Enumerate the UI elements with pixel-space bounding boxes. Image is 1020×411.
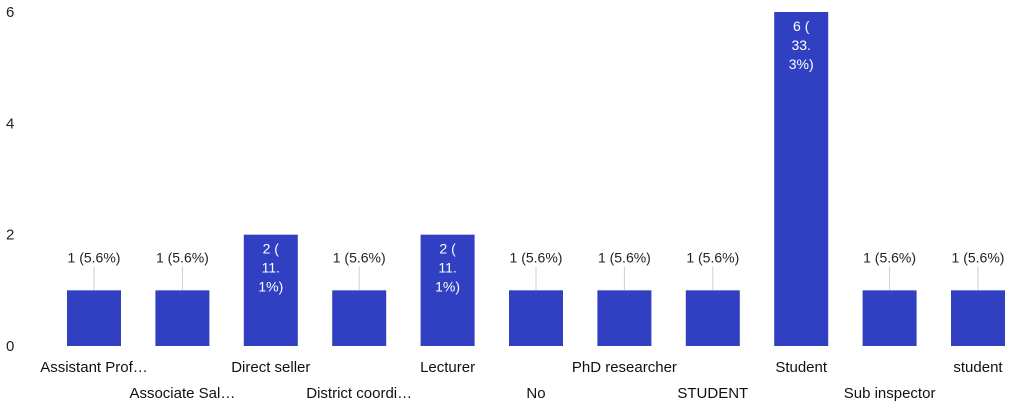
x-category-label: STUDENT <box>677 385 748 402</box>
data-label: 1 (5.6%) <box>952 249 1005 265</box>
data-label: 1 (5.6%) <box>156 249 209 265</box>
data-label: 1 (5.6%) <box>68 249 121 265</box>
x-category-label: student <box>953 359 1003 376</box>
y-tick-label: 6 <box>6 4 14 21</box>
x-category-label: PhD researcher <box>572 359 677 376</box>
bar <box>420 234 475 346</box>
data-label: 6 ( <box>793 18 810 34</box>
data-label: 33. <box>791 37 810 53</box>
data-label: 11. <box>262 260 280 276</box>
data-label: 1 (5.6%) <box>686 249 739 265</box>
bar <box>243 234 298 346</box>
y-tick-label: 2 <box>6 227 14 244</box>
x-category-label: Direct seller <box>231 359 310 376</box>
data-label: 1%) <box>435 279 460 295</box>
data-label: 1%) <box>258 279 283 295</box>
x-category-label: Assistant Prof… <box>40 359 148 376</box>
data-label: 1 (5.6%) <box>510 249 563 265</box>
bar <box>951 290 1005 346</box>
bar <box>685 290 740 346</box>
x-category-label: District coordi… <box>306 385 412 402</box>
data-label: 3%) <box>789 56 814 72</box>
bar <box>862 290 917 346</box>
bar <box>155 290 210 346</box>
bar <box>67 290 121 346</box>
data-label: 2 ( <box>439 241 456 257</box>
x-category-label: Sub inspector <box>844 385 936 402</box>
data-label: 11. <box>438 260 456 276</box>
y-tick-label: 0 <box>6 338 14 355</box>
bar <box>774 12 829 346</box>
x-category-label: No <box>526 385 545 402</box>
bar <box>509 290 563 346</box>
data-label: 2 ( <box>263 241 280 257</box>
bar <box>332 290 387 346</box>
x-category-label: Associate Sal… <box>129 385 235 402</box>
x-category-label: Lecturer <box>420 359 475 376</box>
data-label: 1 (5.6%) <box>863 249 916 265</box>
x-category-label: Student <box>775 359 828 376</box>
data-label: 1 (5.6%) <box>333 249 386 265</box>
bar <box>597 290 652 346</box>
data-label: 1 (5.6%) <box>598 249 651 265</box>
y-tick-label: 4 <box>6 115 14 132</box>
